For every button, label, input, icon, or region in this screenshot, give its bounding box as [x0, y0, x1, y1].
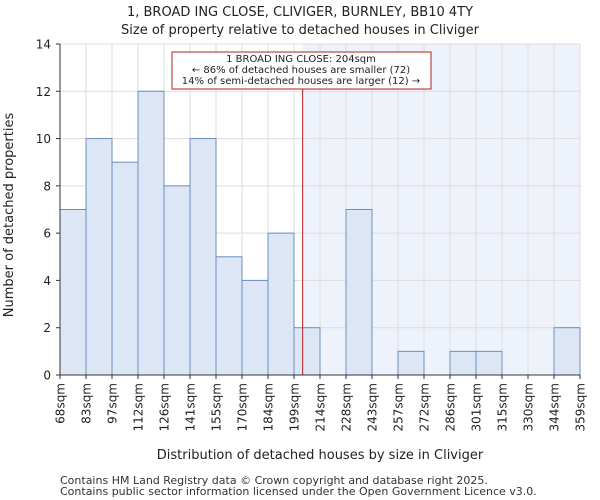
- bars-layer: [59, 90, 581, 376]
- x-tick-label: 155sqm: [210, 383, 224, 431]
- bar: [475, 350, 503, 376]
- x-tick-labels: 68sqm 83sqm 97sqm 112sqm 126sqm 141sqm 155sqm 1…: [54, 375, 588, 431]
- bar: [59, 209, 87, 376]
- y-tick-label: 0: [43, 369, 51, 383]
- y-tick-label: 14: [36, 38, 51, 52]
- y-axis-label: Number of detached properties: [2, 113, 17, 318]
- x-tick-label: 243sqm: [366, 383, 380, 431]
- x-tick-label: 112sqm: [132, 383, 146, 431]
- x-tick-label: 68sqm: [54, 383, 68, 424]
- x-tick-label: 315sqm: [496, 383, 510, 431]
- x-tick-label: 126sqm: [158, 383, 172, 431]
- y-tick-label: 6: [43, 227, 51, 241]
- x-axis-label: Distribution of detached houses by size …: [157, 448, 484, 463]
- bar: [189, 138, 217, 376]
- x-tick-label: 141sqm: [184, 383, 198, 431]
- footer-line-1: Contains HM Land Registry data © Crown c…: [60, 474, 488, 487]
- annotation-line-2: ← 86% of detached houses are smaller (72…: [192, 65, 410, 76]
- bar: [111, 161, 139, 376]
- x-tick-label: 359sqm: [574, 383, 588, 431]
- chart-title: 1, BROAD ING CLOSE, CLIVIGER, BURNLEY, B…: [127, 5, 473, 20]
- x-tick-label: 257sqm: [392, 383, 406, 431]
- x-tick-label: 184sqm: [262, 383, 276, 431]
- larger-region-shade: [302, 44, 580, 375]
- y-tick-label: 8: [43, 179, 51, 193]
- bar: [267, 232, 295, 376]
- x-tick-label: 286sqm: [444, 383, 458, 431]
- bar: [137, 90, 165, 376]
- annotation-box: 1 BROAD ING CLOSE: 204sqm ← 86% of detac…: [171, 51, 432, 90]
- x-tick-label: 214sqm: [314, 383, 328, 431]
- x-tick-label: 272sqm: [418, 383, 432, 431]
- bar: [241, 279, 269, 376]
- bar: [345, 209, 373, 376]
- x-tick-label: 228sqm: [340, 383, 354, 431]
- annotation-box-frame: [171, 51, 432, 90]
- bar: [85, 138, 113, 376]
- bar: [553, 327, 581, 376]
- annotation-line-1: 1 BROAD ING CLOSE: 204sqm: [226, 54, 376, 65]
- bar: [397, 350, 425, 376]
- footer-line-2: Contains public sector information licen…: [60, 485, 537, 498]
- y-tick-label: 12: [36, 85, 51, 99]
- shade-layer: [302, 44, 580, 375]
- y-tick-label: 4: [43, 274, 51, 288]
- x-tick-label: 330sqm: [522, 383, 536, 431]
- annotation-line-3: 14% of semi-detached houses are larger (…: [182, 76, 420, 87]
- bar: [449, 350, 477, 376]
- x-tick-label: 97sqm: [106, 383, 120, 424]
- chart-subtitle: Size of property relative to detached ho…: [121, 23, 480, 38]
- y-tick-labels: 0 2 4 6 8 10 12 14: [36, 38, 60, 383]
- x-tick-label: 83sqm: [80, 383, 94, 424]
- x-tick-label: 170sqm: [236, 383, 250, 431]
- y-tick-label: 10: [36, 132, 51, 146]
- bar: [293, 327, 321, 376]
- x-tick-label: 199sqm: [288, 383, 302, 431]
- x-tick-label: 344sqm: [548, 383, 562, 431]
- y-tick-label: 2: [43, 321, 51, 335]
- bar: [215, 256, 243, 376]
- bar: [163, 185, 191, 376]
- x-tick-label: 301sqm: [470, 383, 484, 431]
